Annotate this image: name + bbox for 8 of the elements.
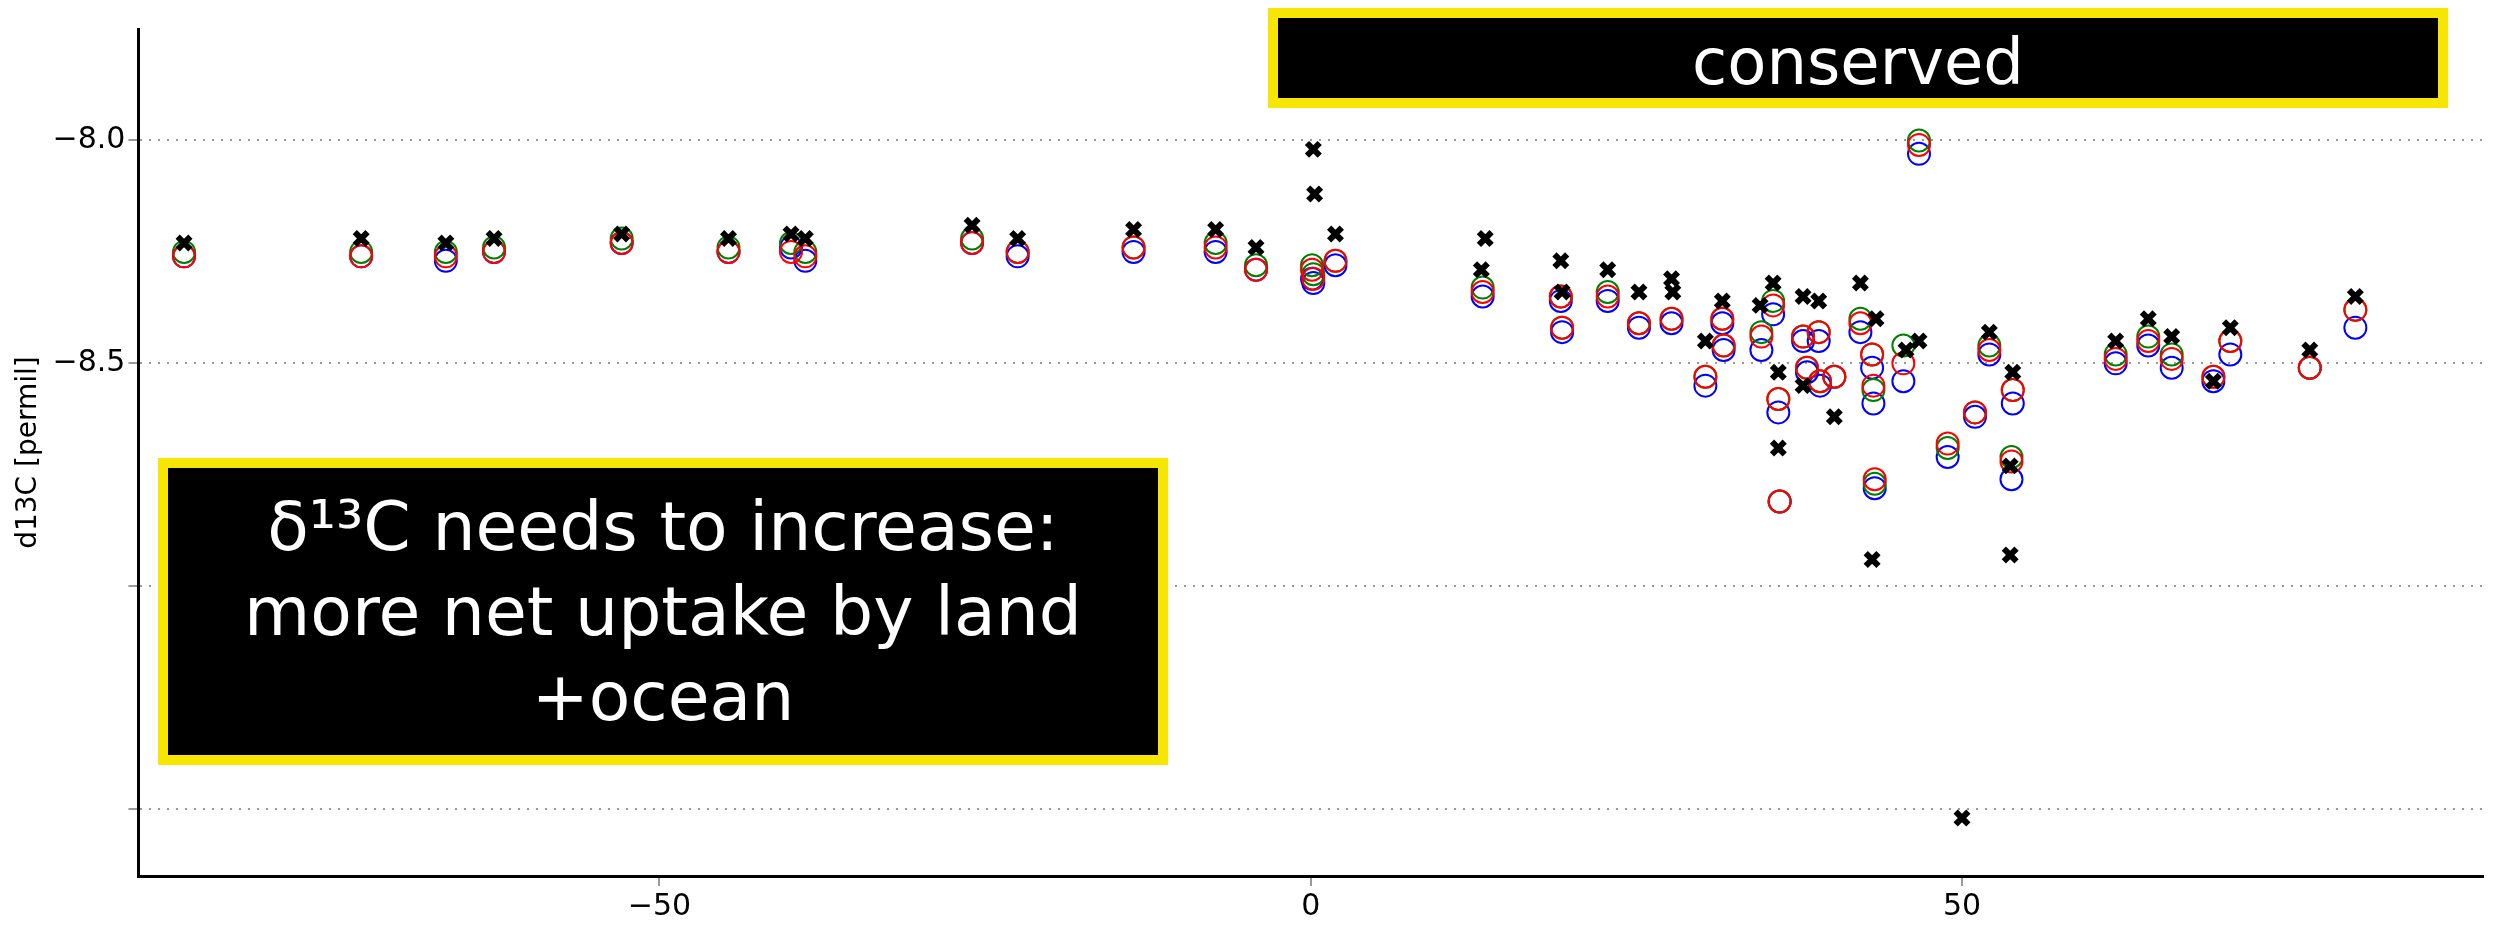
y-tick-label: −8.5: [52, 343, 126, 379]
x-tick-label: 50: [1942, 886, 1982, 922]
y-tick-label: −8.0: [52, 120, 126, 156]
note-box: conserved: [1268, 8, 2448, 108]
x-tick-label: −50: [627, 886, 692, 922]
note-box: δ¹³C needs to increase: more net uptake by land +ocean: [158, 458, 1168, 765]
x-tick-label: 0: [1301, 886, 1321, 922]
y-axis-title: d13C [permil]: [10, 356, 44, 549]
